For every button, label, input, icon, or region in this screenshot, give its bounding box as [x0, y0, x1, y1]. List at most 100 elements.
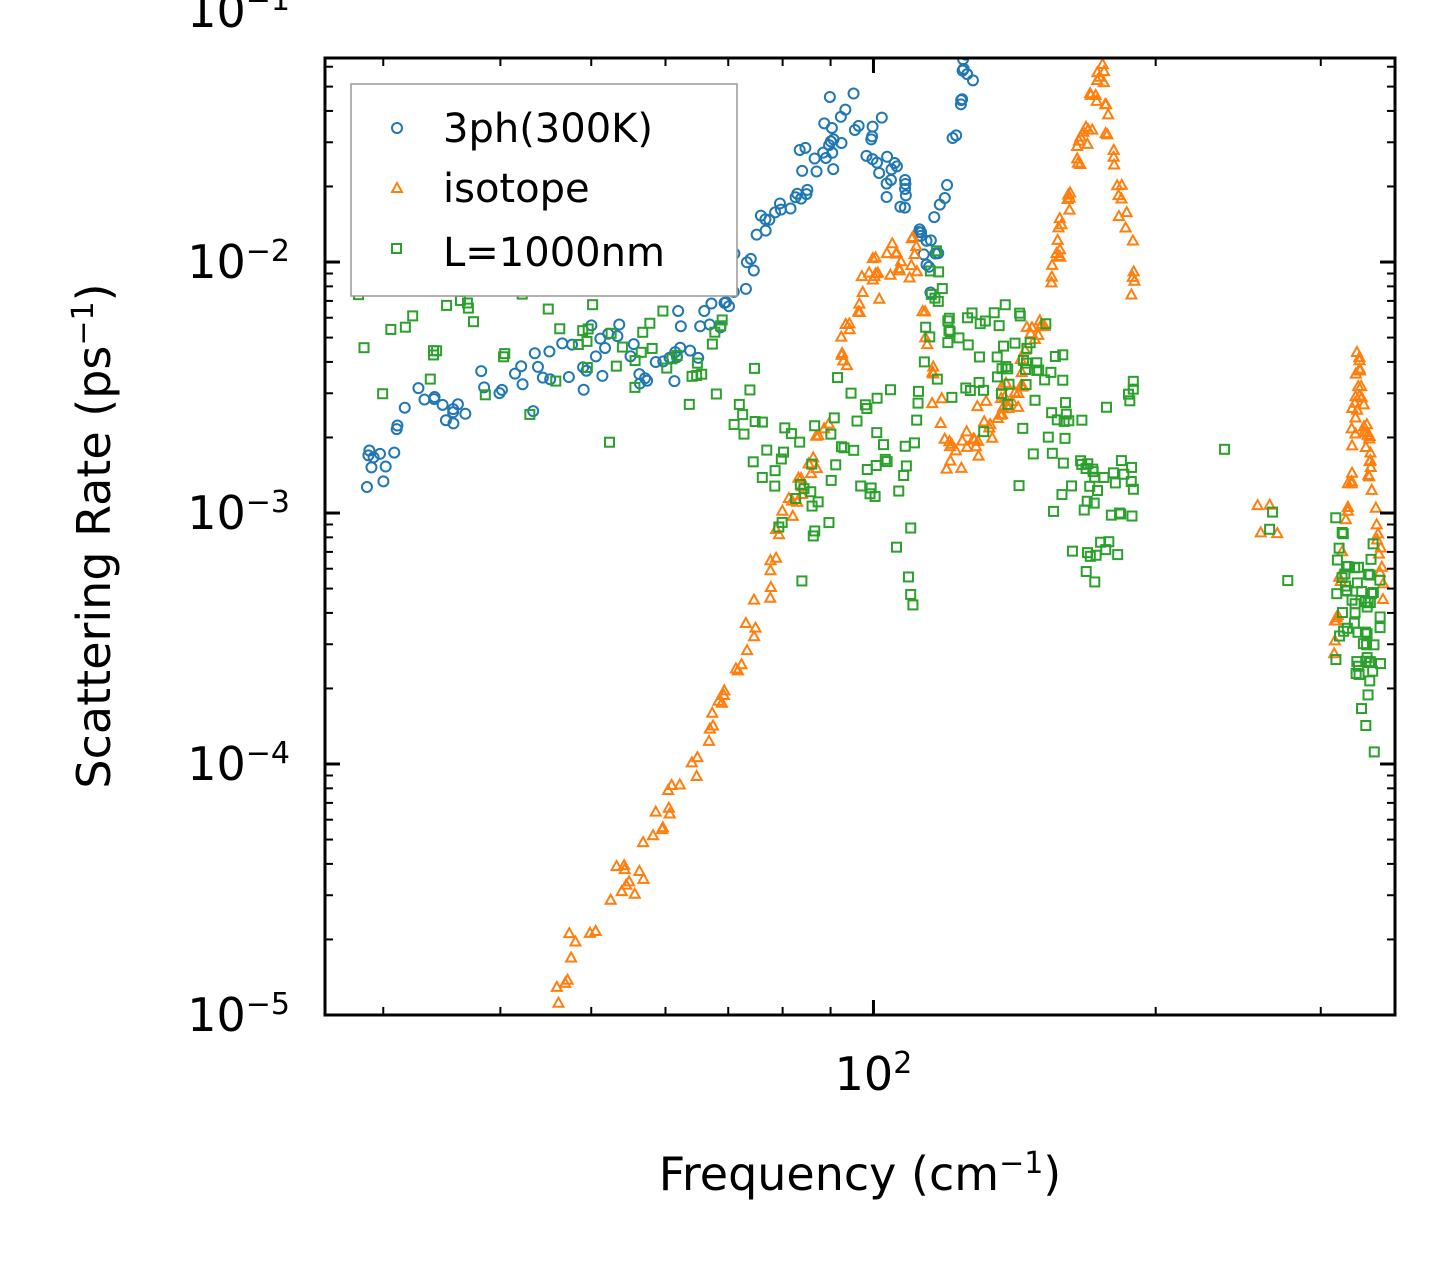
point-square [1049, 350, 1061, 362]
point-circle [899, 173, 912, 186]
point-triangle [562, 926, 576, 939]
point-circle [955, 94, 968, 107]
point-triangle [764, 579, 778, 592]
point-triangle [717, 683, 731, 696]
point-square [869, 490, 881, 502]
point-square [358, 342, 370, 354]
point-circle [668, 375, 681, 388]
point-circle [946, 132, 959, 145]
point-triangle [673, 777, 687, 790]
point-square [973, 351, 985, 363]
point-square [1021, 342, 1033, 354]
point-square [744, 384, 756, 396]
point-square [920, 321, 932, 333]
point-triangle [1372, 546, 1386, 559]
point-triangle [1369, 517, 1384, 530]
point-square [377, 388, 389, 400]
point-square [1017, 422, 1029, 434]
point-square [1046, 407, 1058, 419]
point-square [1080, 565, 1092, 577]
point-circle [960, 58, 971, 61]
point-square [738, 428, 750, 440]
point-square [428, 345, 440, 357]
point-triangle [1095, 58, 1110, 70]
point-triangle [1107, 142, 1121, 155]
point-triangle [662, 806, 677, 819]
point-circle [531, 360, 544, 373]
point-square [1337, 528, 1349, 540]
point-circle [810, 165, 823, 178]
point-triangle [1348, 426, 1363, 439]
point-triangle [1062, 202, 1077, 215]
point-triangle [842, 322, 857, 335]
point-circle [536, 371, 549, 384]
point-square [1267, 506, 1279, 518]
point-circle [801, 183, 814, 196]
point-circle [543, 345, 556, 358]
point-triangle [1031, 327, 1045, 340]
point-triangle [856, 284, 870, 297]
point-circle [866, 120, 879, 133]
point-triangle [1097, 75, 1111, 88]
point-circle [880, 190, 893, 203]
point-circle [763, 213, 776, 226]
point-triangle [619, 877, 633, 890]
point-square [1100, 401, 1112, 413]
point-square [946, 391, 958, 403]
point-triangle [840, 358, 854, 371]
point-triangle [609, 858, 624, 872]
point-triangle [1079, 119, 1093, 132]
point-circle [740, 256, 753, 269]
point-triangle [862, 265, 876, 278]
point-square [1056, 489, 1068, 501]
point-square [1075, 455, 1087, 467]
point-square [1219, 443, 1231, 455]
point-square [1107, 467, 1119, 479]
point-triangle [925, 396, 939, 409]
point-square [943, 324, 955, 336]
point-square [629, 355, 641, 367]
point-square [779, 422, 791, 434]
point-triangle [1354, 390, 1369, 403]
x-axis-title: Frequency (cm−1) [659, 1146, 1062, 1202]
point-triangle [748, 620, 763, 633]
point-square [861, 464, 873, 476]
point-triangle [1085, 122, 1099, 135]
point-triangle [1369, 500, 1383, 513]
point-square [424, 373, 436, 385]
point-square [877, 439, 889, 451]
point-square [1118, 468, 1130, 480]
point-square [696, 368, 708, 380]
point-square [1013, 480, 1025, 492]
point-triangle [690, 750, 705, 763]
point-square [999, 299, 1011, 311]
point-triangle [1051, 220, 1066, 233]
point-square [407, 310, 419, 322]
point-triangle [883, 267, 898, 280]
point-triangle [959, 424, 974, 437]
point-square [1090, 549, 1102, 561]
point-square [1033, 364, 1045, 376]
point-circle [759, 213, 772, 226]
y-tick-label: 10−2 [187, 234, 290, 290]
point-square [1127, 375, 1139, 387]
point-square [1122, 388, 1134, 400]
point-square [902, 571, 914, 583]
point-square [1063, 415, 1075, 427]
point-circle [881, 150, 894, 163]
legend-label-isotope: isotope [443, 166, 590, 212]
point-square [932, 295, 944, 307]
point-square [581, 361, 593, 373]
point-circle [941, 179, 954, 192]
point-circle [412, 382, 425, 395]
point-square [1078, 504, 1090, 516]
point-square [1374, 622, 1386, 634]
point-triangle [603, 892, 618, 905]
point-circle [362, 449, 375, 462]
point-triangle [943, 453, 958, 466]
point-square [775, 453, 787, 465]
point-triangle [855, 269, 869, 282]
point-circle [478, 381, 491, 394]
point-square [1066, 545, 1078, 557]
point-triangle [1044, 275, 1059, 288]
